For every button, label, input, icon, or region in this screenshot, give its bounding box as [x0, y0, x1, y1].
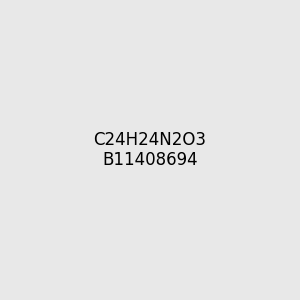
Text: C24H24N2O3
B11408694: C24H24N2O3 B11408694: [94, 130, 206, 170]
